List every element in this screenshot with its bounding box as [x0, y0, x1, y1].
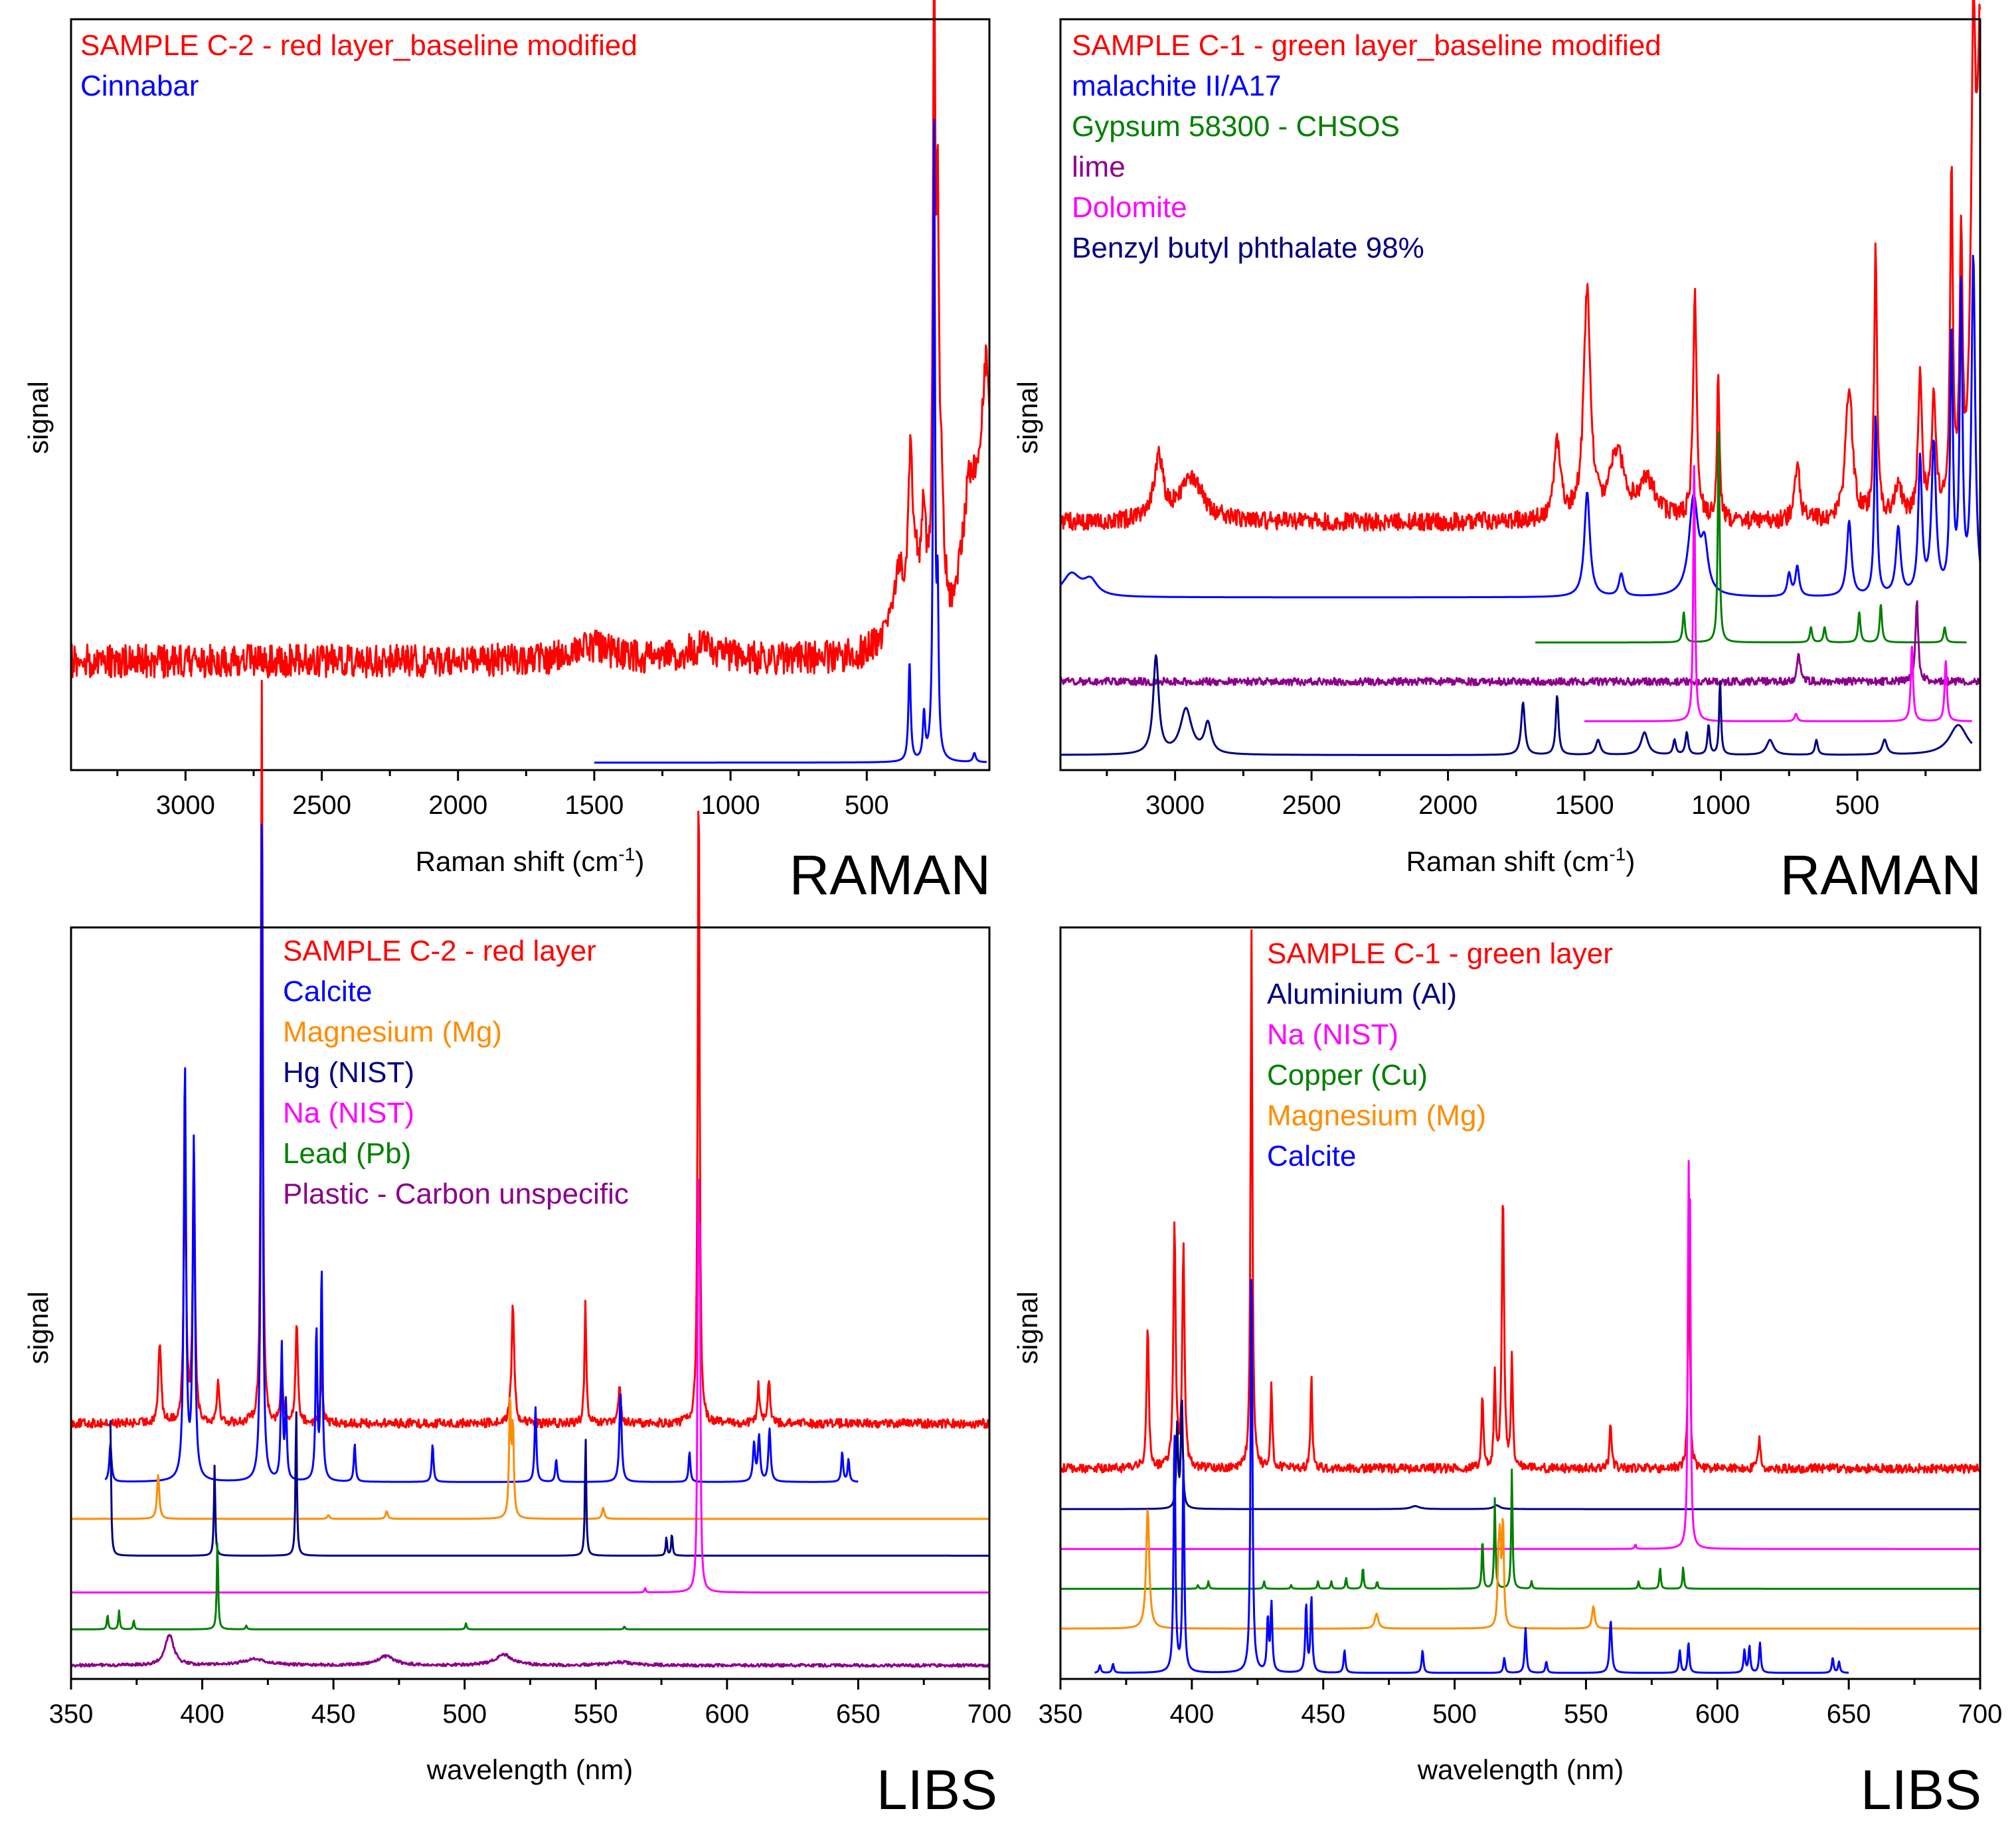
plot-frame	[1059, 926, 1981, 1680]
x-tick-label: 350	[49, 1700, 94, 1729]
x-tick-label: 550	[574, 1700, 618, 1729]
x-tick-label: 700	[967, 1700, 1012, 1729]
technique-label: RAMAN	[790, 844, 991, 906]
legend-entry-gypsum-58300-chsos: Gypsum 58300 - CHSOS	[1072, 110, 1400, 143]
legend-entry-calcite: Calcite	[1267, 1140, 1357, 1172]
x-tick-label: 350	[1039, 1700, 1083, 1729]
x-tick-label: 600	[1695, 1700, 1740, 1729]
legend-entry-malachite-ii-a17: malachite II/A17	[1072, 70, 1282, 102]
series-line-aluminium-al	[1060, 1399, 1981, 1510]
x-axis-label: Raman shift (cm-1)	[1406, 844, 1636, 877]
x-tick-label: 3000	[156, 791, 215, 820]
plot-frame	[70, 18, 991, 771]
legend-entry-benzyl-butyl-phthalate-98: Benzyl butyl phthalate 98%	[1072, 232, 1424, 264]
legend-entry-sample-c-1-green-layer: SAMPLE C-1 - green layer	[1267, 937, 1613, 970]
panel-raman-sample-c1: 3000 2500 2000 1500 1000 500 signal Raman shi…	[1012, 0, 1981, 906]
series-line-magnesium-mg	[1060, 1509, 1981, 1630]
legend-entry-na-nist: Na (NIST)	[283, 1097, 414, 1129]
series-line-lime	[1059, 600, 1981, 686]
series-line-calcite	[1094, 1279, 1849, 1674]
x-tick-label: 450	[311, 1700, 356, 1729]
panel-libs-sample-c1: 350 400 450 500 550 600 650 700 signal waveleng…	[1012, 926, 2003, 1821]
x-axis-label: wavelength (nm)	[426, 1754, 633, 1785]
series-line-sample-c-1-green-layer-baseline-modified	[1059, 0, 1981, 532]
legend-entry-plastic-carbon-unspecific: Plastic - Carbon unspecific	[283, 1178, 629, 1210]
series-line-sample-c-2-red-layer	[70, 679, 991, 1429]
plot-frame	[1059, 18, 1981, 771]
x-tick-label: 650	[836, 1700, 881, 1729]
y-axis-label: signal	[1012, 381, 1043, 454]
x-axis-label: Raman shift (cm-1)	[416, 844, 645, 877]
series-line-lead-pb	[70, 1542, 990, 1630]
series-line-gypsum-58300-chsos	[1535, 431, 1968, 644]
legend-entry-sample-c-1-green-layer-baseline-modified: SAMPLE C-1 - green layer_baseline modifi…	[1072, 29, 1661, 62]
y-axis-label: signal	[1012, 1291, 1043, 1364]
legend-entry-dolomite: Dolomite	[1072, 191, 1187, 224]
series-line-malachite-ii-a17	[1059, 254, 1981, 599]
y-axis-label: signal	[23, 1291, 54, 1364]
x-tick-label: 1000	[701, 791, 760, 820]
technique-label: LIBS	[1861, 1759, 1981, 1821]
legend-entry-magnesium-mg: Magnesium (Mg)	[1267, 1099, 1486, 1132]
series-line-cinnabar	[593, 119, 987, 764]
x-tick-label: 500	[442, 1700, 487, 1729]
x-tick-label: 2000	[428, 791, 487, 820]
series-line-dolomite	[1584, 465, 1973, 722]
technique-label: RAMAN	[1780, 844, 1981, 906]
x-tick-label: 2500	[1282, 791, 1341, 820]
series-line-hg-nist	[109, 1411, 990, 1557]
panel-raman-sample-c2: 3000 2500 2000 1500 1000 500 signal Raman shi…	[23, 0, 991, 906]
legend-entry-cinnabar: Cinnabar	[80, 70, 199, 102]
x-tick-label: 1500	[564, 791, 624, 820]
technique-label: LIBS	[877, 1759, 997, 1821]
series-line-sample-c-1-green-layer	[1060, 929, 1981, 1474]
x-tick-label: 2000	[1418, 791, 1477, 820]
panel-libs-sample-c2: 350 400 450 500 550 600 650 700 signal waveleng…	[23, 679, 1012, 1821]
legend-entry-lead-pb: Lead (Pb)	[283, 1137, 411, 1170]
series-line-sample-c-2-red-layer-baseline-modified	[70, 0, 991, 679]
x-tick-label: 400	[180, 1700, 224, 1729]
x-tick-label: 500	[845, 791, 889, 820]
x-tick-label: 1500	[1555, 791, 1614, 820]
series-line-copper-cu	[1060, 1468, 1981, 1590]
legend-entry-calcite: Calcite	[283, 975, 373, 1008]
legend-entry-copper-cu: Copper (Cu)	[1267, 1059, 1428, 1091]
series-line-benzyl-butyl-phthalate-98	[1060, 654, 1973, 756]
x-tick-label: 500	[1835, 791, 1880, 820]
legend-entry-na-nist: Na (NIST)	[1267, 1018, 1398, 1051]
series-line-plastic-carbon-unspecific	[70, 1634, 991, 1668]
x-tick-label: 450	[1301, 1700, 1345, 1729]
x-tick-label: 1000	[1691, 791, 1750, 820]
x-tick-label: 700	[1958, 1700, 2003, 1729]
legend-entry-magnesium-mg: Magnesium (Mg)	[283, 1016, 502, 1048]
x-axis-label: wavelength (nm)	[1417, 1754, 1624, 1785]
x-tick-label: 600	[705, 1700, 749, 1729]
legend-entry-hg-nist: Hg (NIST)	[283, 1056, 414, 1089]
legend-entry-sample-c-2-red-layer-baseline-modified: SAMPLE C-2 - red layer_baseline modified	[80, 29, 637, 62]
series-line-magnesium-mg	[70, 1397, 990, 1520]
legend-entry-lime: lime	[1072, 151, 1126, 183]
x-tick-label: 400	[1169, 1700, 1214, 1729]
legend-entry-aluminium-al: Aluminium (Al)	[1267, 978, 1457, 1010]
x-tick-label: 550	[1564, 1700, 1608, 1729]
series-line-calcite	[104, 823, 859, 1483]
x-tick-label: 650	[1827, 1700, 1871, 1729]
series-line-na-nist	[70, 1178, 990, 1594]
legend-entry-sample-c-2-red-layer: SAMPLE C-2 - red layer	[283, 935, 596, 967]
x-tick-label: 2500	[292, 791, 351, 820]
y-axis-label: signal	[23, 381, 54, 454]
series-line-na-nist	[1060, 1160, 1981, 1550]
x-tick-label: 500	[1432, 1700, 1477, 1729]
x-tick-label: 3000	[1145, 791, 1205, 820]
plot-frame	[70, 926, 991, 1680]
